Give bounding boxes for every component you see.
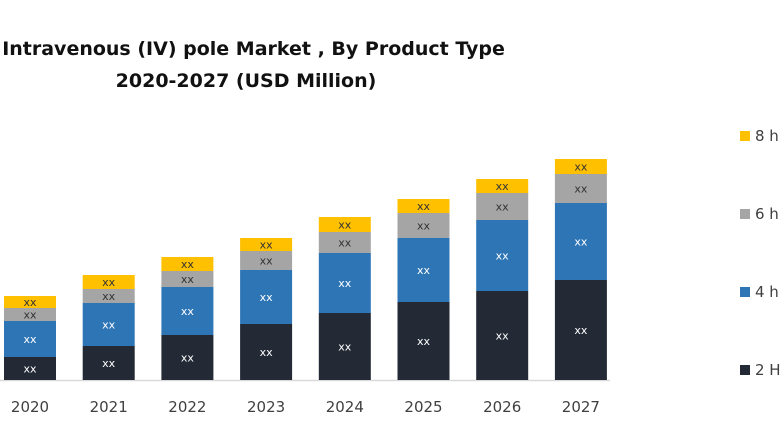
bar-segment — [476, 193, 529, 220]
bar-segment — [82, 303, 135, 346]
bar-segment — [161, 271, 214, 287]
legend-label: 4 h — [755, 283, 779, 301]
bar-segment — [397, 238, 450, 302]
bar-segment — [318, 253, 371, 313]
data-label: xx — [496, 330, 510, 343]
data-label: xx — [260, 239, 274, 252]
x-tick-label: 2022 — [168, 398, 206, 416]
bar-segment — [397, 302, 450, 380]
data-label: xx — [23, 309, 37, 322]
x-tick-label: 2024 — [326, 398, 364, 416]
x-tick-label: 2027 — [562, 398, 600, 416]
data-label: xx — [574, 183, 588, 196]
data-label: xx — [574, 324, 588, 337]
data-label: xx — [181, 273, 195, 286]
bar-segment — [82, 346, 135, 380]
bar-segment — [240, 270, 293, 324]
bar-segment — [161, 335, 214, 380]
bar-segment — [240, 251, 293, 270]
bar-segment — [554, 280, 607, 380]
bar-segment — [4, 296, 56, 308]
data-label: xx — [23, 363, 37, 376]
data-label: xx — [574, 161, 588, 174]
bar-segment — [4, 308, 56, 321]
bar-segment — [554, 174, 607, 203]
data-label: xx — [23, 296, 37, 309]
bar-segment — [82, 275, 135, 289]
bar-segment — [161, 257, 214, 271]
data-label: xx — [102, 357, 116, 370]
bar-segment — [397, 213, 450, 238]
bar-segment — [554, 203, 607, 280]
bar-segment — [318, 232, 371, 253]
legend-swatch — [740, 209, 750, 219]
data-label: xx — [338, 219, 352, 232]
data-label: xx — [417, 264, 431, 277]
data-label: xx — [260, 291, 274, 304]
legend-swatch — [740, 131, 750, 141]
legend-label: 8 h — [755, 127, 779, 145]
data-label: xx — [338, 277, 352, 290]
bar-segment — [318, 313, 371, 380]
data-label: xx — [181, 352, 195, 365]
data-label: xx — [181, 258, 195, 271]
data-label: xx — [496, 201, 510, 214]
bar-segment — [240, 238, 293, 251]
data-label: xx — [23, 333, 37, 346]
data-label: xx — [181, 305, 195, 318]
data-label: xx — [338, 341, 352, 354]
legend-item: 6 h — [740, 205, 779, 223]
legend-swatch — [740, 365, 750, 375]
x-tick-label: 2021 — [90, 398, 128, 416]
bar-segment — [397, 199, 450, 213]
chart-title-line2: 2020-2027 (USD Million) — [115, 70, 377, 92]
bar-segment — [4, 321, 56, 357]
bar-segment — [4, 357, 56, 380]
data-label: xx — [496, 250, 510, 263]
legend-label: 2 H — [755, 361, 780, 379]
data-label: xx — [417, 335, 431, 348]
legend-item: 8 h — [740, 127, 779, 145]
data-label: xx — [102, 290, 116, 303]
legend-item: 4 h — [740, 283, 779, 301]
x-tick-label: 2025 — [404, 398, 442, 416]
data-label: xx — [574, 236, 588, 249]
data-label: xx — [417, 200, 431, 213]
data-label: xx — [417, 220, 431, 233]
data-label: xx — [338, 237, 352, 250]
legend-label: 6 h — [755, 205, 779, 223]
bar-segment — [476, 179, 529, 193]
data-label: xx — [260, 346, 274, 359]
legend-item: 2 H — [740, 361, 780, 379]
x-tick-label: 2020 — [11, 398, 49, 416]
data-label: xx — [496, 180, 510, 193]
bar-segment — [476, 220, 529, 291]
x-tick-label: 2026 — [483, 398, 521, 416]
legend-swatch — [740, 287, 750, 297]
chart-title-line1: l Intravenous (IV) pole Market , By Prod… — [0, 38, 505, 60]
data-label: xx — [102, 276, 116, 289]
x-tick-label: 2023 — [247, 398, 285, 416]
bar-segment — [318, 217, 371, 232]
bar-segment — [240, 324, 293, 380]
bar-segment — [82, 289, 135, 303]
data-label: xx — [102, 319, 116, 332]
bar-segment — [554, 159, 607, 174]
bar-segment — [476, 291, 529, 380]
data-label: xx — [260, 255, 274, 268]
bar-segment — [161, 287, 214, 335]
